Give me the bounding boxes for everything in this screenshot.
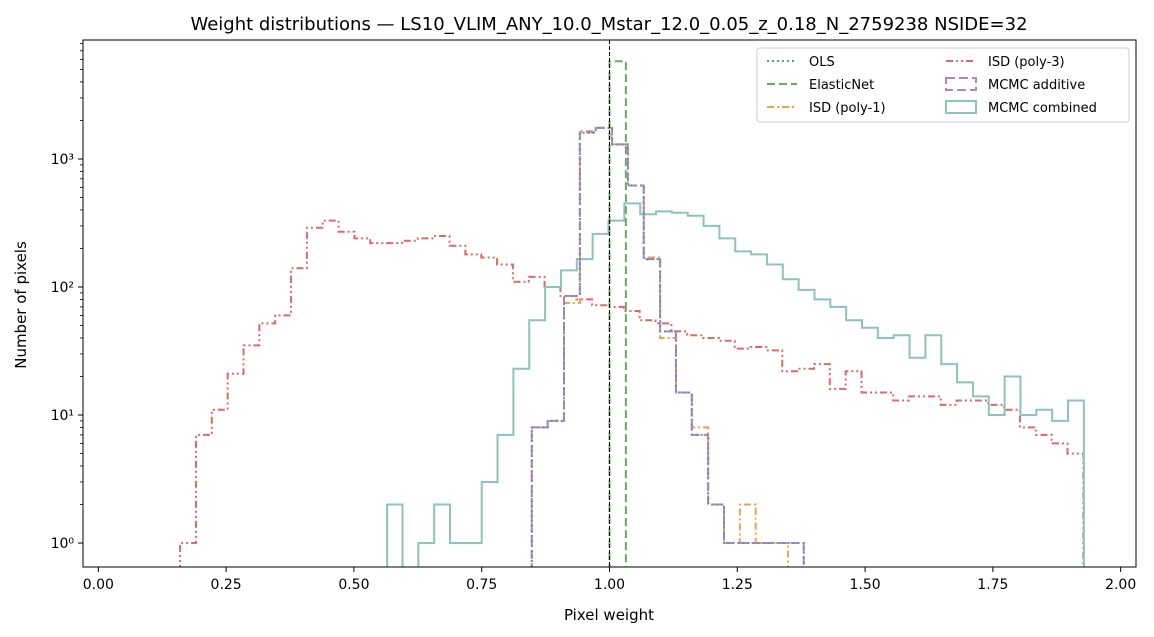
- series-isd-poly-1: [530, 126, 789, 567]
- x-tick-label: 0.00: [83, 577, 114, 593]
- plot-area: 0.00 0.25 0.50 0.75 1.00 1.25 1.50 1.75 2.00 10⁰ 1…: [51, 39, 1137, 593]
- x-axis-label: Pixel weight: [564, 606, 654, 624]
- y-tick-label: 10³: [51, 152, 74, 168]
- chart-title: Weight distributions — LS10_VLIM_ANY_10.…: [190, 14, 1027, 35]
- x-tick-label: 2.00: [1105, 577, 1136, 593]
- legend-swatch: [945, 77, 977, 91]
- x-tick-label: 1.50: [849, 577, 880, 593]
- legend-label: MCMC additive: [988, 78, 1085, 93]
- legend: OLS ElasticNet ISD (poly-1) ISD (poly-3) MCM…: [756, 47, 1130, 123]
- legend-label: ElasticNet: [809, 78, 874, 93]
- legend-item: ISD (poly-3): [946, 55, 1065, 70]
- legend-item: MCMC additive: [945, 77, 1085, 93]
- legend-item: ElasticNet: [767, 78, 874, 93]
- x-tick-label: 1.75: [977, 577, 1008, 593]
- series-mcmc-combined: [386, 202, 1085, 567]
- x-tick-label: 0.75: [466, 577, 497, 593]
- x-tick-label: 1.25: [722, 577, 753, 593]
- legend-label: OLS: [809, 55, 835, 70]
- legend-item: ISD (poly-1): [767, 101, 886, 116]
- legend-label: MCMC combined: [988, 101, 1097, 116]
- series-isd-poly-3: [179, 219, 1085, 567]
- x-tick-label: 0.25: [211, 577, 242, 593]
- x-tick-label: 0.50: [338, 577, 369, 593]
- y-tick-label: 10²: [51, 280, 74, 296]
- x-tick-label: 1.00: [594, 577, 625, 593]
- legend-swatch: [945, 100, 977, 114]
- legend-label: ISD (poly-1): [809, 101, 886, 116]
- y-tick-label: 10⁰: [51, 536, 75, 552]
- legend-label: ISD (poly-3): [988, 55, 1065, 70]
- legend-item: MCMC combined: [945, 100, 1097, 116]
- y-axis-label: Number of pixels: [12, 241, 30, 369]
- series-ols: [530, 126, 805, 567]
- legend-item: OLS: [767, 55, 835, 70]
- legend-box: [756, 47, 1130, 123]
- y-tick-label: 10¹: [51, 408, 74, 424]
